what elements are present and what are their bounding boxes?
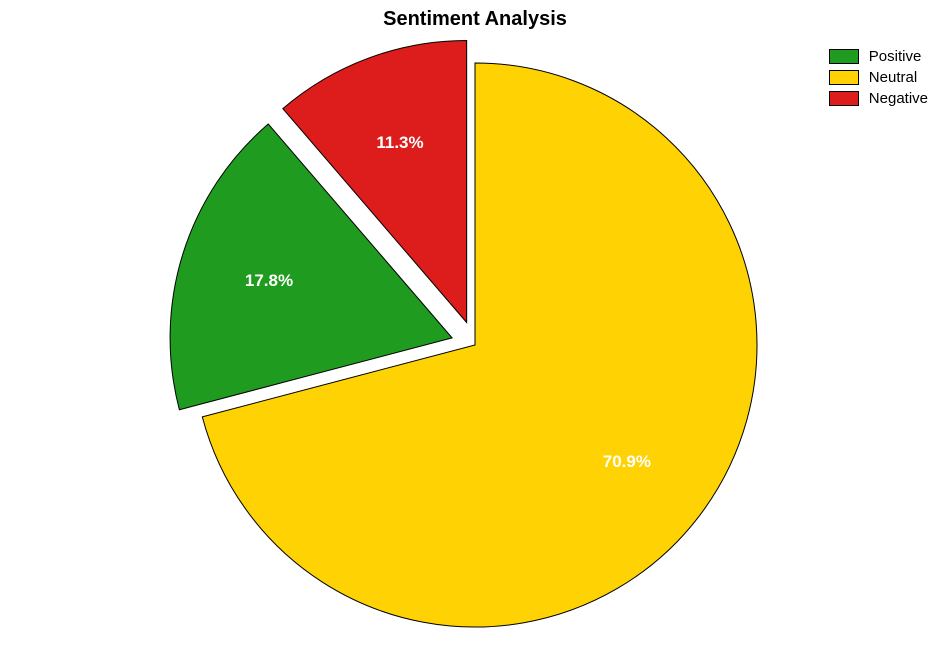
legend-label: Neutral <box>869 69 917 86</box>
legend-swatch <box>829 49 859 64</box>
legend-label: Positive <box>869 48 922 65</box>
slice-label-positive: 17.8% <box>245 271 293 291</box>
legend: Positive Neutral Negative <box>829 48 928 111</box>
legend-item-positive: Positive <box>829 48 928 65</box>
legend-swatch <box>829 91 859 106</box>
legend-item-negative: Negative <box>829 90 928 107</box>
slice-label-neutral: 70.9% <box>603 452 651 472</box>
legend-label: Negative <box>869 90 928 107</box>
legend-swatch <box>829 70 859 85</box>
legend-item-neutral: Neutral <box>829 69 928 86</box>
slice-label-negative: 11.3% <box>376 133 423 153</box>
pie-chart: 70.9% 17.8% 11.3% <box>0 0 950 662</box>
